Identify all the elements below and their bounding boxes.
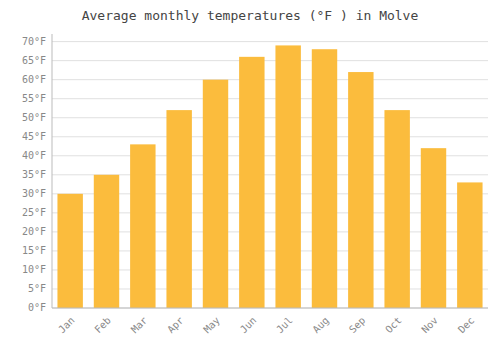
y-axis-line [52,34,53,308]
y-tick-label: 25°F [22,207,46,218]
x-tick-label: Feb [92,315,113,336]
y-tick-label: 40°F [22,150,46,161]
x-tick-label: Nov [419,315,440,336]
x-tick-label: Jan [56,315,77,336]
chart: 0°F 5°F 10°F 15°F 20°F 25°F 30°F 35°F 40°F 45°F 50… [0,0,500,350]
x-tick-label: Dec [456,315,477,336]
y-tick-label: 60°F [22,74,46,85]
x-tick-label: Jun [238,315,259,336]
x-tick-label: Oct [383,315,404,336]
bar [239,57,264,308]
x-tick-label: Apr [165,315,186,336]
bar [384,110,409,308]
bar [421,148,446,308]
y-tick-label: 55°F [22,93,46,104]
y-grid [52,42,488,308]
y-tick-label: 20°F [22,226,46,237]
x-tick-label: Aug [310,315,331,336]
x-tick-label: May [201,315,222,336]
bar [457,182,482,308]
y-tick-label: 0°F [28,302,46,313]
x-tick-label: Mar [129,315,150,336]
grid-line [52,308,488,309]
y-tick-label: 50°F [22,112,46,123]
x-tick-labels: Jan Feb Mar Apr May Jun Jul Aug Sep Oct Nov Dec [56,315,476,336]
y-tick-labels: 0°F 5°F 10°F 15°F 20°F 25°F 30°F 35°F 40°F 45°F 50… [22,36,46,313]
y-tick-label: 35°F [22,169,46,180]
bar [94,175,119,308]
bars [57,45,482,308]
y-tick-label: 5°F [28,283,46,294]
x-tick-label: Jul [274,315,295,336]
grid-line [52,79,488,80]
title: Average monthly temperatures (°F ) in Mo… [82,8,419,23]
x-axis-line [52,308,488,309]
bar [130,144,155,308]
grid-line [52,41,488,42]
grid-line [52,60,488,61]
bar [348,72,373,308]
bar [312,49,337,308]
y-tick-label: 70°F [22,36,46,47]
y-tick-label: 10°F [22,264,46,275]
bar [166,110,191,308]
y-tick-label: 45°F [22,131,46,142]
y-tick-label: 15°F [22,245,46,256]
bar [57,194,82,308]
y-tick-label: 65°F [22,55,46,66]
bar [275,45,300,308]
grid-line [52,136,488,137]
grid-line [52,98,488,99]
y-tick-label: 30°F [22,188,46,199]
bar [203,80,228,308]
grid-line [52,117,488,118]
x-tick-label: Sep [347,315,368,336]
